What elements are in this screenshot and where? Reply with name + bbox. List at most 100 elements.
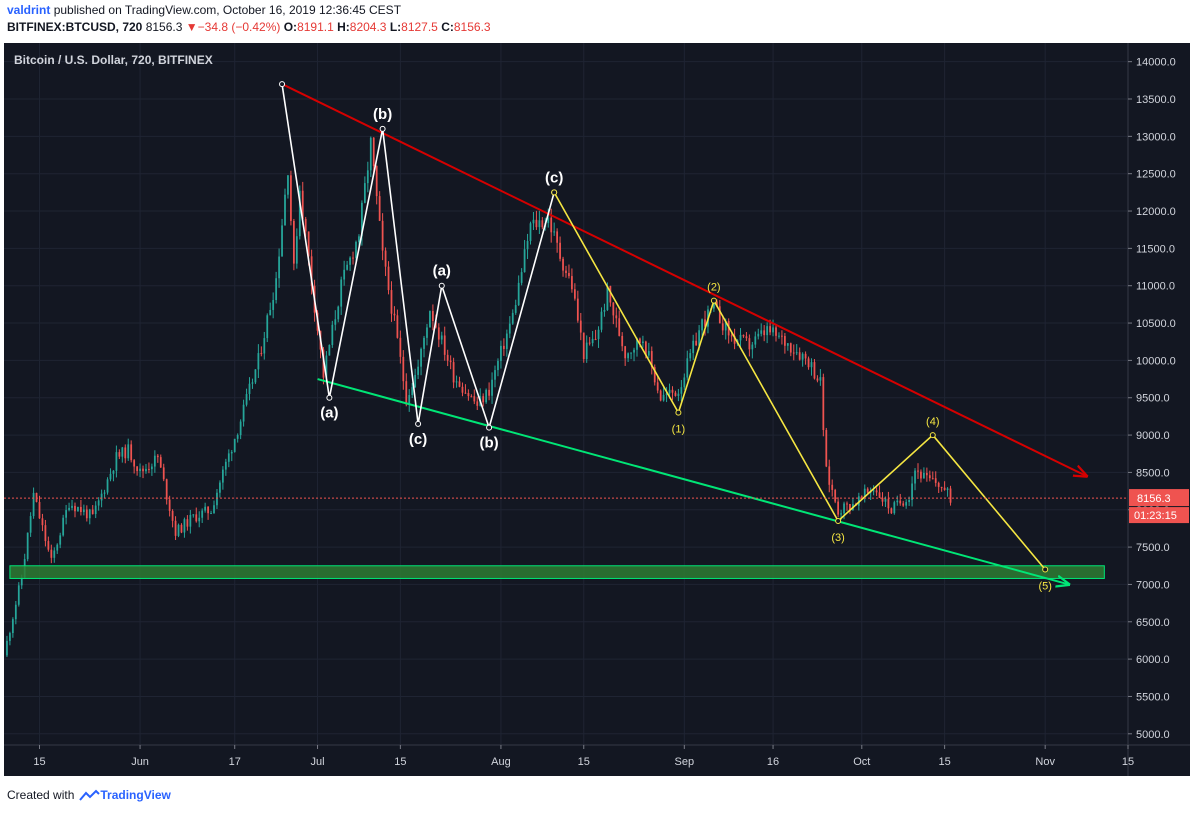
candle-body (115, 452, 118, 471)
candle-body (94, 505, 97, 515)
last-price-label: 8156.3 (1137, 493, 1171, 505)
candle-body (432, 311, 434, 321)
candle-body (934, 478, 937, 483)
candle-body (742, 334, 745, 337)
candle-body (142, 468, 144, 472)
candle-body (20, 577, 23, 586)
candle-body (739, 334, 742, 341)
y-tick-label: 6500.0 (1136, 617, 1170, 629)
candle-body (145, 468, 147, 472)
candle-body (29, 516, 32, 533)
candle-body (860, 496, 863, 498)
created-with-text: Created with (7, 788, 75, 802)
corrective-wave-vertex (379, 125, 386, 132)
candle-body (905, 502, 908, 506)
candle-body (816, 378, 819, 381)
candle-body (334, 319, 337, 325)
candle-body (50, 549, 53, 558)
price-chart[interactable]: (a) (b) (c) (a) (b) (c) (1) (2) (3) (4) (5) Bitcoin… (4, 43, 1190, 776)
candle-body (760, 330, 763, 334)
candle-body (352, 257, 354, 259)
corrective-wave-label: (a) (433, 263, 451, 280)
candle-body (165, 479, 168, 500)
candle-body (127, 444, 130, 459)
x-tick-label: 15 (33, 756, 45, 768)
candle-body (464, 392, 467, 394)
cloud-icon (79, 789, 101, 801)
tradingview-logo[interactable]: TradingView (78, 788, 171, 802)
candle-body (713, 301, 715, 309)
candle-body (786, 343, 789, 346)
candle-body (473, 396, 476, 402)
candle-body (343, 269, 346, 280)
high-value: 8204.3 (349, 20, 387, 34)
candle-body (680, 387, 683, 394)
candle-body (881, 497, 884, 502)
candle-body (159, 457, 162, 468)
candle-body (233, 438, 236, 452)
chart-frame[interactable]: (a) (b) (c) (a) (b) (c) (1) (2) (3) (4) (5) Bitcoin… (4, 43, 1190, 776)
candle-body (32, 492, 35, 517)
candle-body (260, 353, 263, 355)
x-tick-label: 15 (394, 756, 406, 768)
candle-body (778, 335, 780, 337)
candle-body (266, 315, 269, 339)
candle-body (875, 490, 878, 493)
candle-body (56, 544, 59, 551)
candle-body (74, 505, 76, 512)
candle-body (633, 349, 635, 353)
candle-body (245, 394, 248, 405)
open-value: 8191.1 (297, 20, 334, 34)
candle-body (902, 503, 905, 506)
resistance-line (281, 83, 1087, 476)
author-link[interactable]: valdrint (7, 3, 51, 17)
last-price-text: 8156.3 (145, 20, 183, 34)
candle-body (520, 272, 523, 283)
x-tick-label: 17 (229, 756, 241, 768)
candle-body (931, 478, 934, 480)
candle-body (500, 345, 502, 361)
candle-body (408, 395, 411, 405)
candle-body (695, 340, 698, 346)
corrective-wave-vertex (279, 81, 286, 88)
candle-body (366, 170, 369, 184)
candle-body (754, 336, 757, 345)
candle-body (287, 175, 289, 195)
candle-body (724, 320, 727, 331)
candle-body (775, 327, 777, 336)
candle-body (807, 358, 810, 368)
candle-body (429, 311, 431, 328)
candle-body (443, 335, 446, 355)
candle-body (920, 471, 922, 479)
y-tick-label: 11500.0 (1136, 243, 1175, 255)
candle-body (639, 338, 641, 343)
candle-body (17, 585, 20, 605)
candle-body (213, 505, 215, 514)
y-tick-label: 10500.0 (1136, 318, 1176, 330)
y-tick-label: 13000.0 (1136, 131, 1176, 143)
candle-body (361, 202, 363, 237)
candle-body (461, 386, 464, 393)
candle-body (642, 341, 644, 343)
candle-body (304, 218, 307, 232)
candle-body (440, 335, 443, 340)
candle-body (263, 338, 266, 354)
candle-body (437, 327, 440, 340)
candle-body (301, 190, 304, 219)
candle-body (446, 354, 449, 361)
candle-body (384, 250, 387, 267)
candle-body (609, 285, 612, 303)
candle-body (647, 351, 650, 356)
candle-body (337, 306, 340, 320)
candle-body (718, 306, 721, 324)
candle-body (35, 492, 38, 502)
x-tick-label: Oct (853, 756, 870, 768)
candle-body (532, 219, 535, 224)
corrective-wave-label: (b) (480, 435, 499, 452)
close-value: 8156.3 (453, 20, 491, 34)
candle-body (248, 383, 251, 395)
candle-body (328, 344, 331, 356)
candle-body (14, 604, 17, 620)
candle-body (363, 183, 366, 203)
candle-body (949, 488, 952, 503)
